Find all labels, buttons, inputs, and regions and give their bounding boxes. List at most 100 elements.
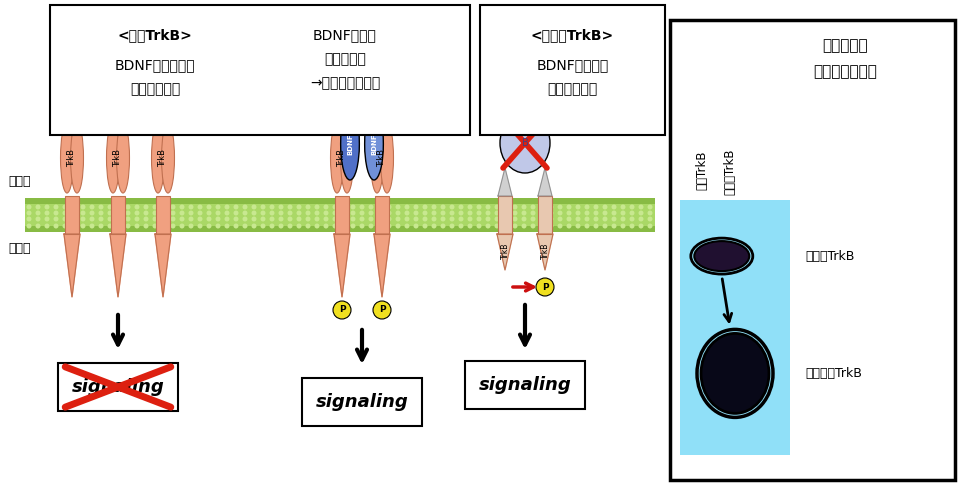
Ellipse shape [414,224,419,228]
Polygon shape [110,234,126,297]
Ellipse shape [134,204,139,209]
Ellipse shape [647,204,653,209]
Ellipse shape [81,217,85,222]
Ellipse shape [350,217,355,222]
Ellipse shape [468,210,472,216]
Text: <全長TrkB>: <全長TrkB> [118,28,192,42]
Bar [111,196,125,234]
Ellipse shape [287,204,293,209]
Ellipse shape [476,224,482,228]
Ellipse shape [180,224,184,228]
Polygon shape [374,234,390,297]
Ellipse shape [188,217,194,222]
Ellipse shape [701,333,769,413]
Ellipse shape [215,217,221,222]
Ellipse shape [548,217,554,222]
Ellipse shape [431,204,437,209]
Ellipse shape [89,224,94,228]
Ellipse shape [305,210,310,216]
Ellipse shape [143,224,149,228]
Ellipse shape [54,204,59,209]
Ellipse shape [431,210,437,216]
Ellipse shape [305,217,310,222]
Ellipse shape [180,217,184,222]
Ellipse shape [198,217,203,222]
Ellipse shape [324,224,328,228]
Ellipse shape [99,204,104,209]
Ellipse shape [548,204,554,209]
Text: signaling: signaling [72,378,164,396]
Ellipse shape [89,217,94,222]
Ellipse shape [278,224,283,228]
Text: －全長TrkB: －全長TrkB [805,249,854,263]
Ellipse shape [36,217,40,222]
Ellipse shape [297,217,301,222]
Ellipse shape [243,224,248,228]
Ellipse shape [540,217,544,222]
Bar [58,363,178,411]
Ellipse shape [270,204,275,209]
Ellipse shape [161,123,175,193]
Ellipse shape [116,224,122,228]
Ellipse shape [575,217,581,222]
Ellipse shape [116,210,122,216]
Ellipse shape [422,217,427,222]
Ellipse shape [350,224,355,228]
Ellipse shape [558,210,563,216]
Ellipse shape [180,210,184,216]
Ellipse shape [60,123,74,193]
Text: P: P [378,305,385,314]
Ellipse shape [359,217,365,222]
Ellipse shape [593,224,598,228]
Ellipse shape [134,217,139,222]
Ellipse shape [369,217,373,222]
Ellipse shape [387,217,392,222]
Ellipse shape [44,210,50,216]
Ellipse shape [171,217,176,222]
Polygon shape [498,168,512,196]
Ellipse shape [459,217,464,222]
Ellipse shape [431,224,437,228]
Ellipse shape [558,224,563,228]
Ellipse shape [638,204,643,209]
Ellipse shape [161,204,166,209]
Ellipse shape [324,210,328,216]
Ellipse shape [54,224,59,228]
Ellipse shape [404,210,410,216]
Ellipse shape [558,217,563,222]
Ellipse shape [404,204,410,209]
Ellipse shape [341,123,353,193]
Ellipse shape [270,217,275,222]
Polygon shape [334,234,350,297]
Ellipse shape [459,210,464,216]
Text: BDNF無しでも: BDNF無しでも [537,58,609,72]
Ellipse shape [71,217,77,222]
Ellipse shape [324,204,328,209]
Ellipse shape [233,204,238,209]
Ellipse shape [377,217,382,222]
Ellipse shape [126,224,131,228]
Ellipse shape [647,224,653,228]
Ellipse shape [180,204,184,209]
Bar [680,200,790,455]
Ellipse shape [396,224,400,228]
Text: 活性化しない: 活性化しない [130,82,180,96]
Ellipse shape [540,210,544,216]
Ellipse shape [476,217,482,222]
Ellipse shape [332,217,338,222]
Ellipse shape [387,204,392,209]
Ellipse shape [315,217,320,222]
Polygon shape [538,168,552,196]
Ellipse shape [612,217,616,222]
Ellipse shape [134,210,139,216]
Text: TrkB: TrkB [500,243,510,259]
Ellipse shape [620,210,626,216]
Ellipse shape [108,210,112,216]
Text: →一時的な活性化: →一時的な活性化 [310,76,380,90]
Ellipse shape [71,210,77,216]
Ellipse shape [585,224,589,228]
Text: TrkB: TrkB [540,243,549,259]
Ellipse shape [252,217,256,222]
Ellipse shape [422,210,427,216]
Ellipse shape [62,210,67,216]
